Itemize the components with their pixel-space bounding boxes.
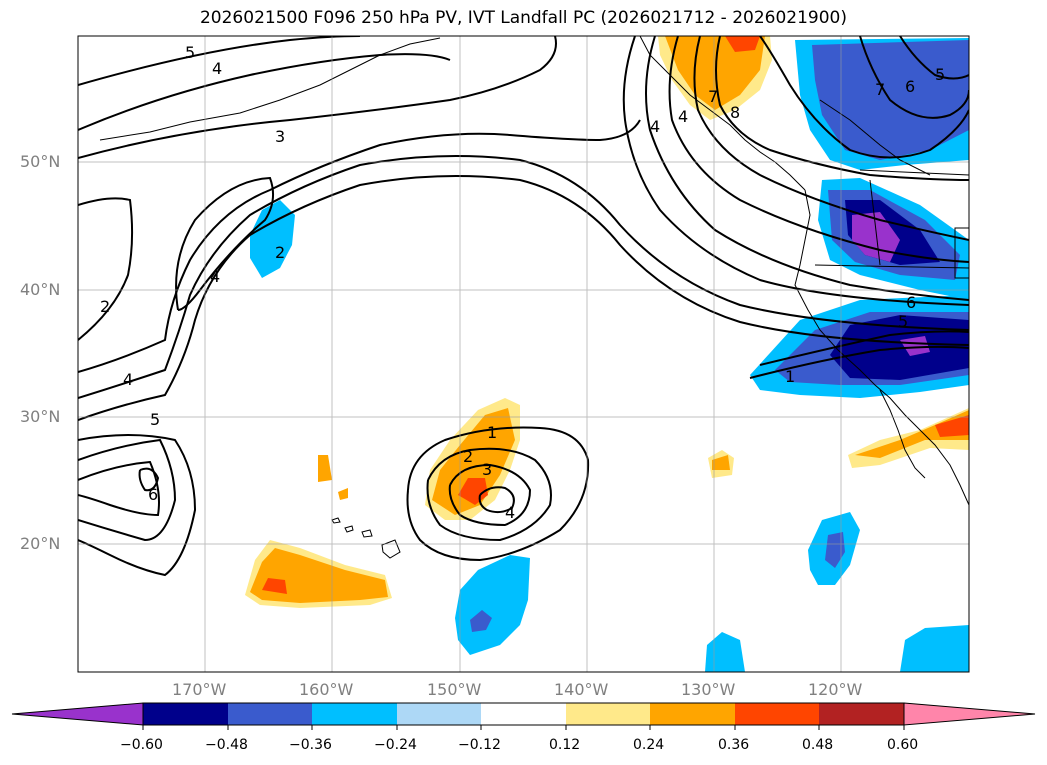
- colorbar-tick: 0.12: [549, 737, 581, 753]
- contour-label: 3: [482, 460, 492, 479]
- map-frame: [77, 35, 970, 673]
- colorbar-bin: [819, 703, 904, 725]
- colorbar-tick: 0.36: [718, 737, 750, 753]
- colorbar-tick: 0.48: [802, 737, 834, 753]
- contour-label: 2: [100, 297, 110, 316]
- contour-label: 4: [678, 107, 688, 126]
- colorbar-tick: 0.60: [887, 737, 919, 753]
- lon-label-160w: 160°W: [299, 680, 354, 699]
- lat-label-30n: 30°N: [20, 407, 61, 426]
- contour-label: 1: [487, 423, 497, 442]
- positive-anomaly-shading: [245, 36, 969, 608]
- colorbar-bin: [481, 703, 566, 725]
- contour-label: 4: [212, 59, 222, 78]
- pv-contours: [78, 36, 969, 577]
- contour-label: 4: [505, 503, 515, 522]
- graticule: [78, 36, 969, 672]
- lat-label-50n: 50°N: [20, 152, 61, 171]
- contour-label: 2: [463, 447, 473, 466]
- colorbar-extend-high: [903, 702, 1036, 726]
- lat-label-20n: 20°N: [20, 534, 61, 553]
- contour-label: 5: [898, 312, 908, 331]
- lon-label-130w: 130°W: [681, 680, 736, 699]
- lon-label-120w: 120°W: [808, 680, 863, 699]
- contour-label: 6: [905, 77, 915, 96]
- colorbar-extend-low: [11, 702, 144, 726]
- colorbar-bin: [735, 703, 819, 725]
- colorbar-bin: [143, 703, 228, 725]
- lon-label-150w: 150°W: [427, 680, 482, 699]
- colorbar: [11, 702, 1036, 730]
- lat-label-40n: 40°N: [20, 280, 61, 299]
- colorbar-tick: −0.36: [289, 737, 332, 753]
- contour-labels: 5 4 3 2 2 4 4 5 6 1 2 3 4 4 4 7 8 7 6 5 …: [100, 43, 945, 522]
- colorbar-bin: [650, 703, 735, 725]
- colorbar-bin: [397, 703, 481, 725]
- hawaiian-islands: [331, 517, 401, 559]
- contour-label: 8: [730, 103, 740, 122]
- lon-label-170w: 170°W: [172, 680, 227, 699]
- colorbar-tick: −0.12: [458, 737, 501, 753]
- colorbar-tick: −0.24: [374, 737, 417, 753]
- contour-label: 6: [906, 293, 916, 312]
- contour-label: 7: [708, 87, 718, 106]
- contour-label: 5: [185, 43, 195, 62]
- contour-label: 6: [148, 485, 158, 504]
- colorbar-tick: −0.48: [205, 737, 248, 753]
- contour-label: 5: [935, 65, 945, 84]
- colorbar-tick: 0.24: [633, 737, 665, 753]
- lon-label-140w: 140°W: [554, 680, 609, 699]
- contour-label: 1: [785, 367, 795, 386]
- contour-label: 4: [210, 267, 220, 286]
- contour-label: 5: [150, 410, 160, 429]
- colorbar-bin: [312, 703, 397, 725]
- colorbar-bin: [566, 703, 650, 725]
- colorbar-tick: −0.60: [120, 737, 163, 753]
- negative-anomaly-shading: [250, 38, 969, 672]
- map-title: 2026021500 F096 250 hPa PV, IVT Landfall…: [199, 8, 847, 28]
- contour-label: 4: [123, 370, 133, 389]
- colorbar-bin: [228, 703, 312, 725]
- contour-label: 4: [650, 117, 660, 136]
- contour-label: 2: [275, 243, 285, 262]
- contour-label: 3: [275, 127, 285, 146]
- contour-label: 7: [875, 80, 885, 99]
